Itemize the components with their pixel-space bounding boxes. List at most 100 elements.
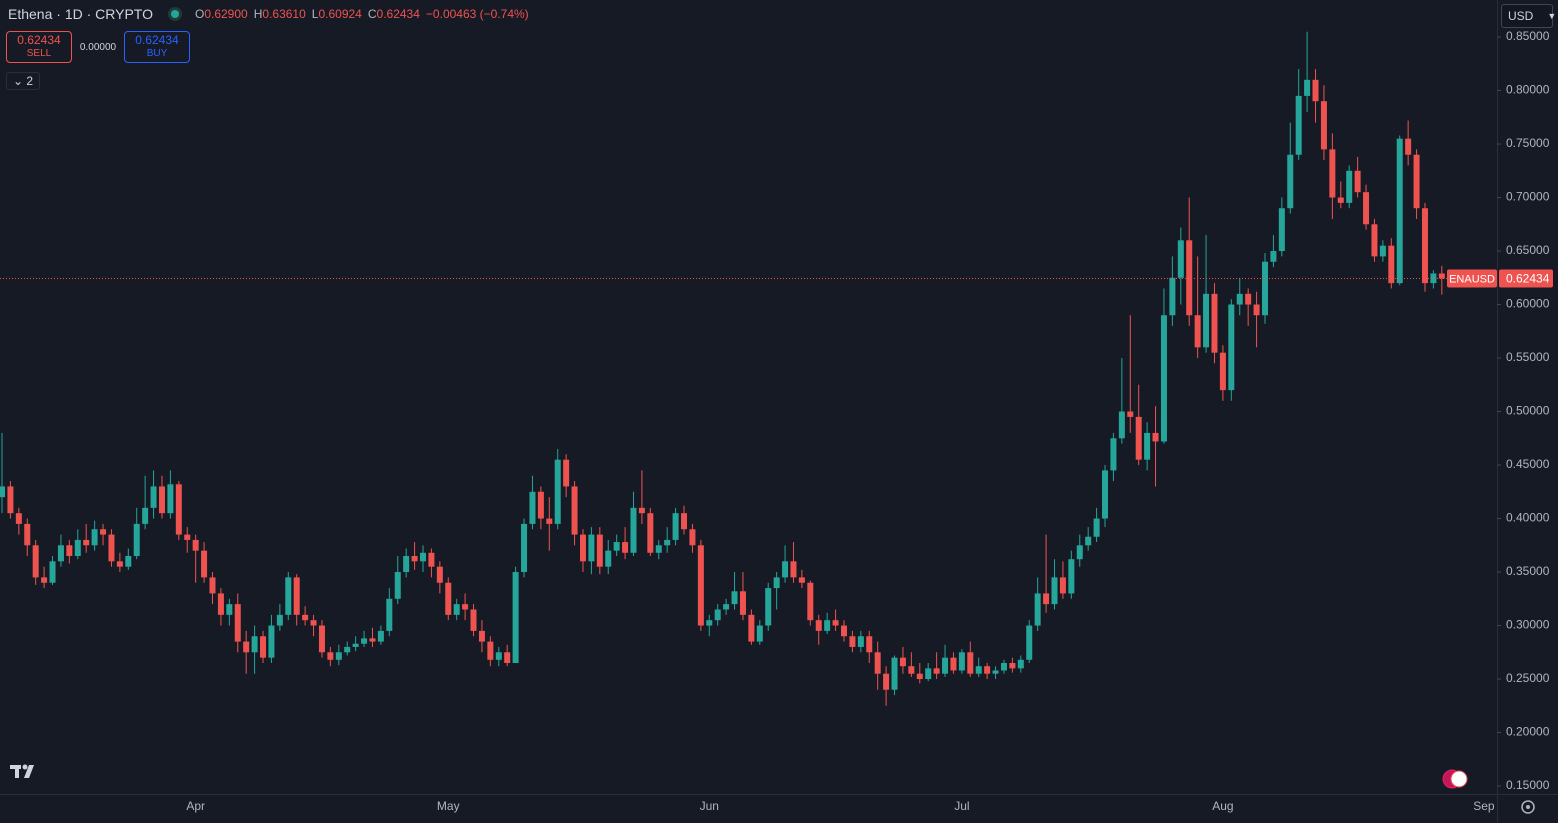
candle-body: [268, 625, 275, 658]
currency-select[interactable]: USD ▼: [1501, 4, 1556, 28]
x-tick-label: Apr: [186, 799, 205, 813]
symbol-header: Ethena · 1D · CRYPTO O0.62900 H0.63610 L…: [8, 6, 529, 22]
candle-body: [209, 577, 216, 594]
settings-icon[interactable]: [1521, 800, 1535, 814]
candle-body: [739, 591, 746, 615]
candle-body: [15, 513, 22, 524]
x-tick-label: Jul: [954, 799, 969, 813]
y-tick-label: 0.40000: [1506, 511, 1550, 525]
candle-body: [655, 545, 662, 553]
candle-body: [571, 486, 578, 535]
candle-body: [201, 550, 208, 578]
candle-body: [1009, 662, 1016, 669]
candle-body: [706, 620, 713, 626]
candle-body: [428, 552, 435, 567]
price-tag-label: 0.62434: [1506, 272, 1550, 286]
buy-button[interactable]: 0.62434 BUY: [124, 31, 190, 63]
candle-body: [1287, 154, 1294, 209]
candle-body: [554, 459, 561, 524]
ohlc-key: L: [311, 7, 319, 21]
ohlc-value: 0.62434: [376, 7, 420, 21]
y-tick-label: 0.20000: [1506, 725, 1550, 739]
candle-body: [142, 507, 149, 524]
x-tick-label: Sep: [1473, 799, 1495, 813]
candle-body: [908, 666, 915, 674]
flag-icon[interactable]: [1442, 769, 1468, 789]
candle-body: [714, 609, 721, 621]
candle-body: [537, 491, 544, 519]
candle-body: [243, 641, 250, 653]
candle-body: [958, 652, 965, 671]
candle-body: [394, 572, 401, 599]
candle-body: [1388, 245, 1395, 284]
candle-body: [293, 577, 300, 615]
candle-body: [731, 591, 738, 605]
candle-body: [7, 486, 14, 514]
ohlc-key: C: [367, 7, 377, 21]
candle-body: [1421, 208, 1428, 284]
candle-body: [66, 545, 73, 556]
candle-body: [41, 577, 48, 583]
indicators-toggle[interactable]: ⌄ 2: [6, 72, 41, 90]
candle-body: [1405, 138, 1412, 155]
candle-body: [175, 484, 182, 535]
y-tick-label: 0.80000: [1506, 83, 1550, 97]
candle-body: [849, 636, 856, 647]
candle-body: [689, 529, 696, 546]
y-tick-label: 0.50000: [1506, 404, 1550, 418]
candle-body: [899, 657, 906, 667]
candle-body: [1245, 293, 1252, 305]
candle-body: [638, 507, 645, 514]
candle-body: [234, 604, 241, 642]
candle-body: [158, 486, 165, 514]
candle-body: [150, 486, 157, 508]
candle-body: [765, 588, 772, 626]
ohlc-value: 0.62900: [204, 7, 248, 21]
candle-body: [723, 604, 730, 610]
candle-body: [798, 577, 805, 583]
candle-body: [74, 539, 81, 556]
candle-body: [596, 534, 603, 567]
candle-body: [108, 534, 115, 562]
candle-body: [579, 534, 586, 562]
candle-body: [184, 534, 191, 540]
candle-body: [1413, 154, 1420, 209]
candle-body: [1371, 224, 1378, 257]
candle-body: [1026, 625, 1033, 660]
candle-body: [950, 657, 957, 671]
candle-body: [504, 652, 511, 663]
candle-body: [251, 636, 258, 653]
ohlc-readout: O0.62900 H0.63610 L0.60924 C0.62434 −0.0…: [195, 7, 529, 21]
candle-body: [335, 652, 342, 660]
candle-body: [403, 555, 410, 573]
candle-body: [260, 636, 267, 658]
y-tick-label: 0.30000: [1506, 618, 1550, 632]
candle-body: [1093, 518, 1100, 537]
trade-panel: 0.62434 SELL 0.00000 0.62434 BUY: [6, 31, 190, 63]
symbol-title[interactable]: Ethena · 1D · CRYPTO: [8, 6, 153, 22]
sell-label: SELL: [26, 48, 52, 59]
candle-body: [563, 459, 570, 487]
candle-body: [1203, 293, 1210, 348]
candle-body: [310, 620, 317, 626]
candles: [0, 31, 1445, 706]
candle-body: [386, 598, 393, 631]
candle-body: [478, 630, 485, 642]
candle-body: [790, 561, 797, 578]
candle-body: [891, 657, 898, 690]
candle-body: [487, 641, 494, 660]
candle-body: [916, 673, 923, 680]
candle-body: [344, 646, 351, 653]
candle-body: [883, 673, 890, 690]
sell-button[interactable]: 0.62434 SELL: [6, 31, 72, 63]
candle-body: [664, 539, 671, 546]
y-tick-label: 0.45000: [1506, 457, 1550, 471]
candle-body: [49, 561, 56, 583]
candle-body: [1379, 245, 1386, 257]
candle-body: [1396, 138, 1403, 284]
candle-body: [866, 636, 873, 653]
ohlc-key: H: [253, 7, 263, 21]
candle-body: [1186, 240, 1193, 316]
currency: USD: [1508, 9, 1534, 23]
